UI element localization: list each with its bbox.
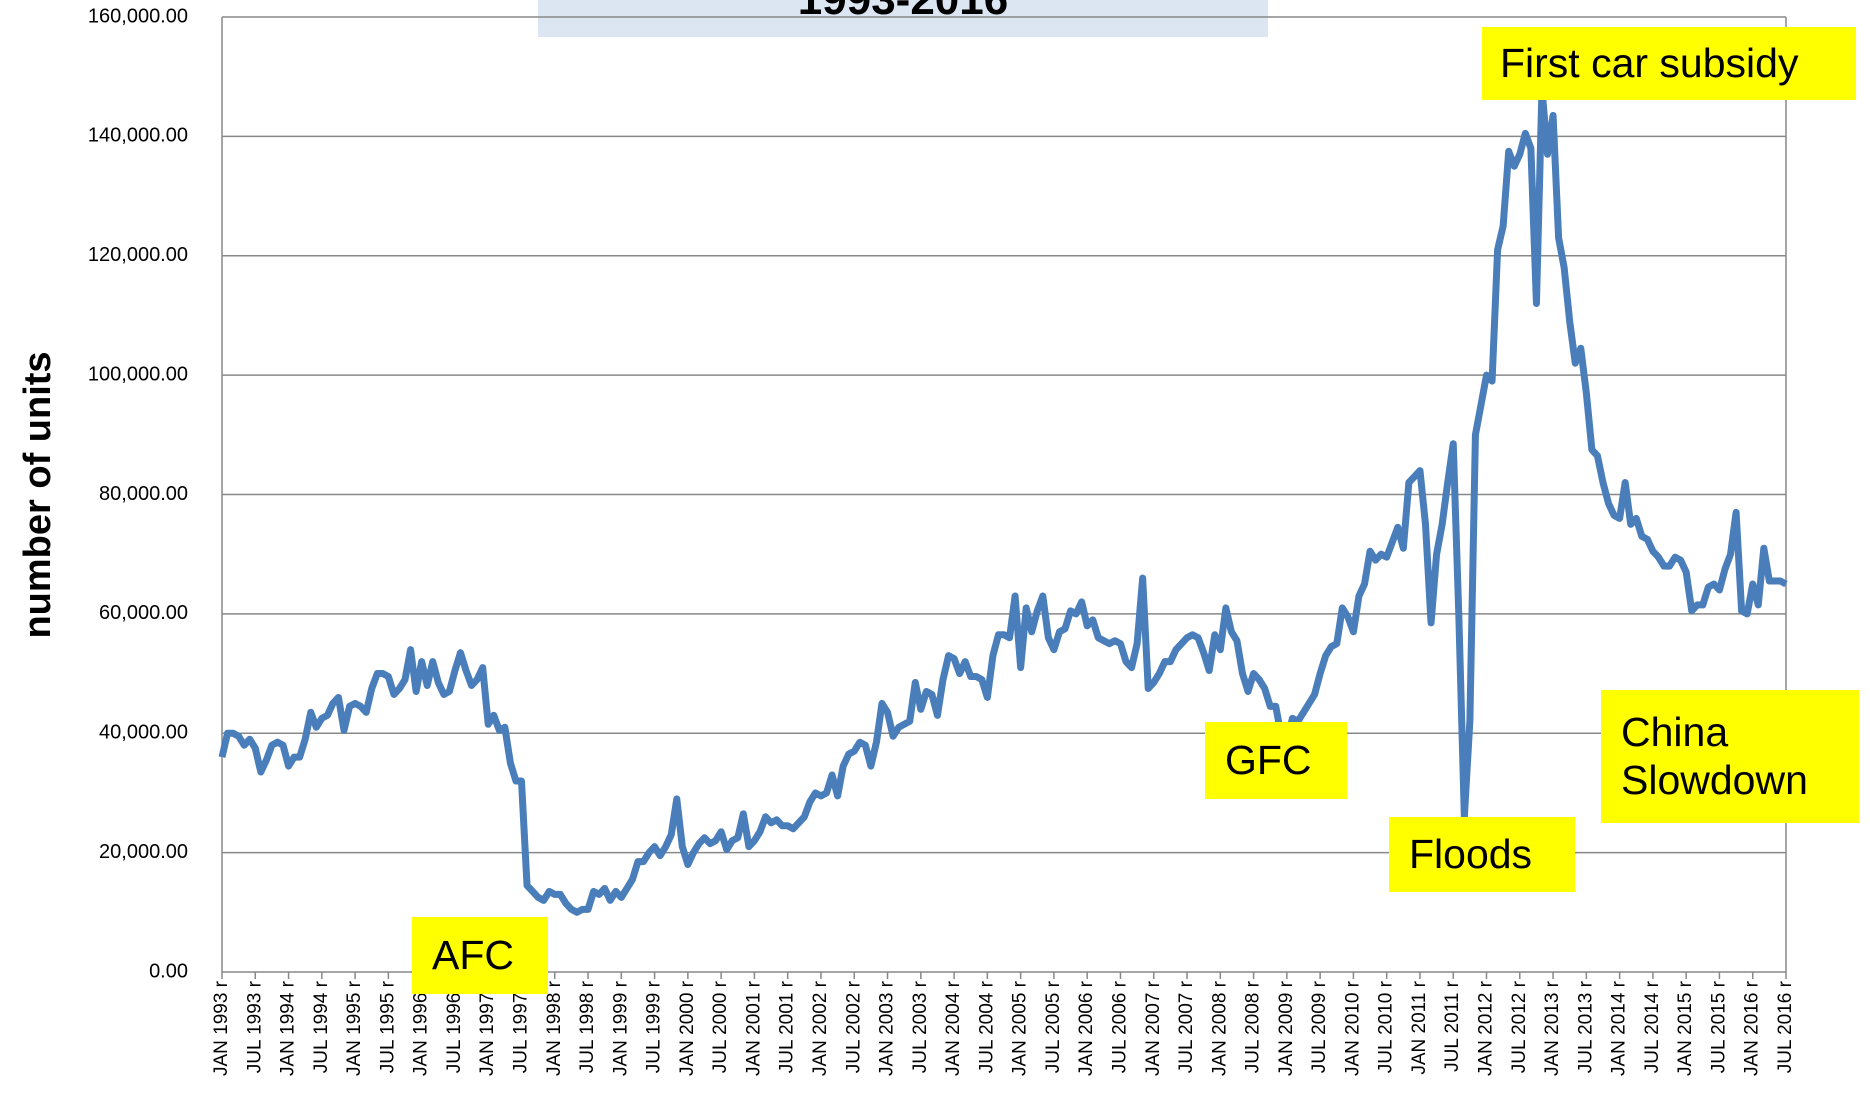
- x-tick-label: JUL 1995 r: [377, 980, 398, 1073]
- x-tick-label: JUL 2009 r: [1309, 980, 1330, 1073]
- x-tick-label: JAN 2013 r: [1542, 980, 1563, 1076]
- x-tick-label: JAN 2016 r: [1742, 980, 1763, 1076]
- x-tick-label: JAN 2003 r: [877, 980, 898, 1076]
- x-tick-label: JUL 2008 r: [1243, 980, 1264, 1073]
- y-tick-label: 0.00: [149, 960, 188, 982]
- x-tick-label: JUL 2007 r: [1176, 980, 1197, 1073]
- x-tick-label: JUL 2011 r: [1442, 980, 1463, 1071]
- x-tick-label: JAN 1993 r: [211, 980, 232, 1076]
- annotation: China Slowdown: [1601, 690, 1859, 823]
- x-tick-label: JAN 2004 r: [943, 980, 964, 1076]
- x-tick-label: JAN 1999 r: [610, 980, 631, 1076]
- x-tick-label: JAN 1998 r: [544, 980, 565, 1076]
- y-axis-label: number of units: [17, 351, 59, 638]
- chart-title: 1993-2016: [798, 0, 1008, 24]
- x-tick-label: JUL 1999 r: [644, 980, 665, 1073]
- x-tick-label: JAN 2009 r: [1276, 980, 1297, 1076]
- x-tick-label: JAN 2000 r: [677, 980, 698, 1076]
- x-tick-label: JAN 1997 r: [477, 980, 498, 1076]
- x-tick-label: JAN 2001 r: [743, 980, 764, 1076]
- x-tick-label: JUL 2010 r: [1376, 980, 1397, 1073]
- x-tick-label: JAN 1995 r: [344, 980, 365, 1076]
- x-tick-label: JUL 2000 r: [710, 980, 731, 1073]
- x-tick-label: JAN 2012 r: [1476, 980, 1497, 1076]
- x-tick-label: JAN 2008 r: [1209, 980, 1230, 1076]
- data-line: [218, 85, 1788, 916]
- x-tick-label: JAN 2015 r: [1675, 980, 1696, 1076]
- x-tick-label: JAN 1994 r: [278, 980, 299, 1076]
- x-tick-label: JUL 1994 r: [311, 980, 332, 1073]
- x-tick-label: JAN 2014 r: [1609, 980, 1630, 1076]
- x-tick-label: JAN 2005 r: [1010, 980, 1031, 1076]
- x-tick-label: JUL 2016 r: [1775, 980, 1796, 1073]
- x-tick-label: JUL 2012 r: [1509, 980, 1530, 1073]
- y-tick-label: 100,000.00: [88, 363, 188, 385]
- x-tick-label: JUL 2014 r: [1642, 980, 1663, 1073]
- y-tick-label: 140,000.00: [88, 125, 188, 147]
- y-tick-label: 60,000.00: [99, 602, 188, 624]
- x-tick-label: JAN 2010 r: [1342, 980, 1363, 1076]
- x-tick-label: JUL 2001 r: [777, 980, 798, 1073]
- x-tick-label: JUL 2004 r: [976, 980, 997, 1073]
- x-tick-label: JUL 2013 r: [1575, 980, 1596, 1073]
- x-tick-label: JUL 2005 r: [1043, 980, 1064, 1073]
- y-tick-label: 40,000.00: [99, 722, 188, 744]
- annotation: Floods: [1389, 817, 1575, 892]
- y-tick-label: 20,000.00: [99, 841, 188, 863]
- x-tick-label: JUL 1996 r: [444, 980, 465, 1073]
- x-tick-label: JAN 2002 r: [810, 980, 831, 1076]
- x-tick-label: JAN 2011 r: [1409, 980, 1430, 1074]
- title-box: [538, 0, 1268, 37]
- x-tick-label: JUL 1997 r: [511, 980, 532, 1073]
- y-tick-label: 120,000.00: [88, 244, 188, 266]
- x-tick-label: JAN 1996 r: [411, 980, 432, 1076]
- x-tick-label: JUL 2003 r: [910, 980, 931, 1073]
- x-tick-label: JUL 1998 r: [577, 980, 598, 1073]
- x-tick-label: JUL 2015 r: [1708, 980, 1729, 1073]
- annotation: AFC: [412, 917, 548, 994]
- annotation: First car subsidy: [1482, 27, 1856, 100]
- x-tick-label: JUL 2006 r: [1109, 980, 1130, 1073]
- x-tick-label: JAN 2006 r: [1076, 980, 1097, 1076]
- x-tick-label: JUL 2002 r: [843, 980, 864, 1073]
- y-tick-label: 160,000.00: [88, 5, 188, 27]
- x-tick-label: JAN 2007 r: [1143, 980, 1164, 1076]
- annotation: GFC: [1205, 722, 1347, 799]
- x-tick-label: JUL 1993 r: [244, 980, 265, 1073]
- y-tick-label: 80,000.00: [99, 483, 188, 505]
